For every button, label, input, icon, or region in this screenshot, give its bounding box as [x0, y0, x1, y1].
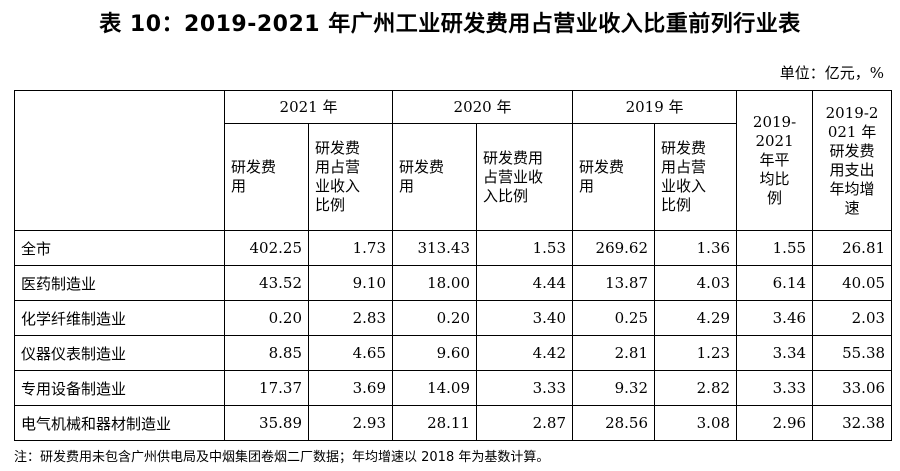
- table-cell: 1.23: [654, 335, 738, 371]
- header-rd-cost-2019: 研发费用: [572, 123, 656, 231]
- table-cell: 9.60: [392, 335, 478, 371]
- table-row: 专用设备制造业 17.37 3.69 14.09 3.33 9.32 2.82 3.33 33.…: [14, 370, 893, 406]
- row-industry-name: 全市: [14, 230, 225, 266]
- table-cell: 55.38: [812, 335, 893, 371]
- table-cell: 9.10: [307, 265, 394, 301]
- table-cell: 4.44: [476, 265, 574, 301]
- header-rd-ratio-2021: 研发费 用占营 业收入 比例: [307, 123, 394, 231]
- header-rd-cost-2020: 研发费用: [392, 123, 478, 231]
- table-body: 全市 402.25 1.73 313.43 1.53 269.62 1.36 1.55 26.8…: [14, 230, 893, 441]
- header-industry-cell: [14, 90, 225, 231]
- page-title: 表 10：2019-2021 年广州工业研发费用占营业收入比重前列行业表: [99, 12, 801, 37]
- table-row: 全市 402.25 1.73 313.43 1.53 269.62 1.36 1.55 26.8…: [14, 230, 893, 266]
- header-rd-ratio-2019: 研发费 用占营 业收入 比例: [654, 123, 738, 231]
- footnote: 注：研发费用未包含广州供电局及中烟集团卷烟二厂数据；年均增速以 2018 年为基…: [14, 450, 550, 465]
- table-cell: 402.25: [224, 230, 309, 266]
- header-rd-ratio-2020: 研发费用 占营业收 入比例: [476, 123, 574, 231]
- table-cell: 40.05: [812, 265, 893, 301]
- table-cell: 14.09: [392, 370, 478, 406]
- row-industry-name: 医药制造业: [14, 265, 225, 301]
- table-cell: 28.11: [392, 405, 478, 441]
- table-cell: 0.25: [572, 300, 656, 336]
- header-year-2020: 2020 年: [392, 90, 574, 124]
- header-year-2021: 2021 年: [223, 90, 394, 124]
- table-cell: 3.33: [736, 370, 814, 406]
- table-cell: 2.03: [812, 300, 893, 336]
- row-industry-name: 专用设备制造业: [14, 370, 225, 406]
- table-cell: 269.62: [572, 230, 656, 266]
- header-rd-cost-2021: 研发费用: [224, 123, 309, 231]
- table-cell: 35.89: [224, 405, 309, 441]
- table-cell: 13.87: [572, 265, 656, 301]
- header-avg-ratio: 2019- 2021 年平 均比例: [736, 90, 814, 231]
- unit-label: 单位：亿元，%: [779, 64, 884, 82]
- table-cell: 1.53: [476, 230, 574, 266]
- table-cell: 313.43: [392, 230, 478, 266]
- table-cell: 4.65: [307, 335, 394, 371]
- table-cell: 2.81: [572, 335, 656, 371]
- table-cell: 4.29: [654, 300, 738, 336]
- table-cell: 33.06: [812, 370, 893, 406]
- table-cell: 43.52: [224, 265, 309, 301]
- table-cell: 2.82: [654, 370, 738, 406]
- header-year-2019: 2019 年: [572, 90, 738, 124]
- table-row: 电气机械和器材制造业 35.89 2.93 28.11 2.87 28.56 3.08 2.9…: [14, 405, 893, 441]
- row-industry-name: 仪器仪表制造业: [14, 335, 225, 371]
- table-cell: 0.20: [392, 300, 478, 336]
- table-row: 医药制造业 43.52 9.10 18.00 4.44 13.87 4.03 6.14 40.0…: [14, 265, 893, 301]
- table-cell: 9.32: [572, 370, 656, 406]
- table-cell: 1.55: [736, 230, 814, 266]
- table-cell: 3.33: [476, 370, 574, 406]
- table-row: 仪器仪表制造业 8.85 4.65 9.60 4.42 2.81 1.23 3.34 55.38: [14, 335, 893, 371]
- data-table: 2021 年 2020 年 2019 年 2019- 2021 年平 均比例 2019…: [14, 90, 893, 441]
- table-cell: 3.69: [307, 370, 394, 406]
- table-cell: 17.37: [224, 370, 309, 406]
- table-cell: 3.34: [736, 335, 814, 371]
- table-cell: 3.46: [736, 300, 814, 336]
- table-cell: 4.42: [476, 335, 574, 371]
- table-cell: 2.96: [736, 405, 814, 441]
- header-row-metrics: 研发费用 研发费 用占营 业收入 比例 研发费用 研发费用 占营业收 入比例 研发费用 研…: [15, 123, 892, 231]
- table-cell: 6.14: [736, 265, 814, 301]
- table-cell: 2.83: [307, 300, 394, 336]
- table-cell: 32.38: [812, 405, 893, 441]
- table-cell: 26.81: [812, 230, 893, 266]
- table-cell: 3.08: [654, 405, 738, 441]
- table-cell: 2.93: [307, 405, 394, 441]
- table-cell: 1.73: [307, 230, 394, 266]
- table-row: 化学纤维制造业 0.20 2.83 0.20 3.40 0.25 4.29 3.46 2.03: [14, 300, 893, 336]
- table-cell: 8.85: [224, 335, 309, 371]
- header-row-years: 2021 年 2020 年 2019 年 2019- 2021 年平 均比例 2019…: [14, 90, 893, 231]
- table-cell: 0.20: [224, 300, 309, 336]
- table-cell: 2.87: [476, 405, 574, 441]
- header-avg-growth: 2019-2 021 年研发费 用支出 年均增速: [812, 90, 893, 231]
- table-cell: 3.40: [476, 300, 574, 336]
- table-cell: 4.03: [654, 265, 738, 301]
- row-industry-name: 电气机械和器材制造业: [14, 405, 225, 441]
- table-cell: 18.00: [392, 265, 478, 301]
- row-industry-name: 化学纤维制造业: [14, 300, 225, 336]
- table-cell: 28.56: [572, 405, 656, 441]
- table-cell: 1.36: [654, 230, 738, 266]
